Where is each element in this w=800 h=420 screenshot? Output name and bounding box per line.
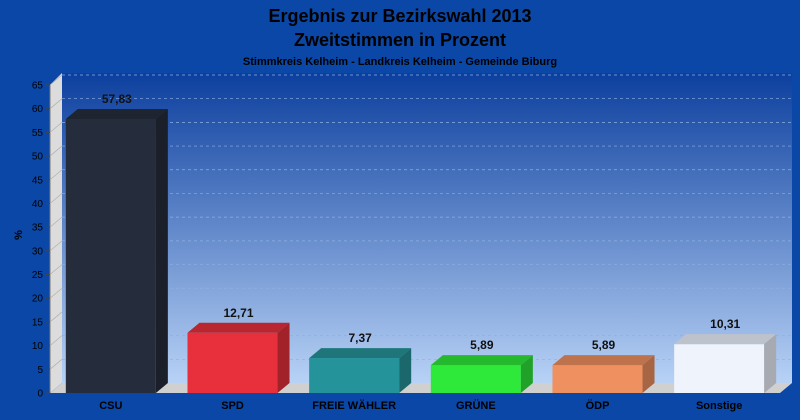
y-tick-label: 30 <box>32 246 44 257</box>
chart-title-line2: Zweitstimmen in Prozent <box>294 30 506 50</box>
bar-front <box>552 365 643 393</box>
x-tick-label: GRÜNE <box>456 399 496 412</box>
bar-front <box>65 118 156 394</box>
x-tick-label: CSU <box>99 400 122 412</box>
gridline-wall <box>49 287 63 299</box>
x-tick-label: ÖDP <box>586 399 610 412</box>
bar-sonstige: 10,31 <box>674 317 777 393</box>
y-tick-label: 5 <box>37 365 43 376</box>
gridline-wall <box>49 311 63 323</box>
bar-side <box>642 355 655 393</box>
chart-title: Ergebnis zur Bezirkswahl 2013 <box>268 6 531 26</box>
bar-front <box>430 365 521 393</box>
bar-front <box>674 344 765 393</box>
bar-side <box>155 108 168 394</box>
gridline-wall <box>49 335 63 346</box>
y-tick-label: 65 <box>32 81 44 92</box>
y-axis-label: % <box>13 230 25 240</box>
y-tick-label: 15 <box>32 317 44 328</box>
bar-ödp: 5,89 <box>552 338 655 393</box>
data-label: 7,37 <box>348 331 372 345</box>
plot-background <box>62 73 792 383</box>
x-tick-label: FREIE WÄHLER <box>312 399 396 412</box>
data-label: 5,89 <box>592 338 616 352</box>
bar-grüne: 5,89 <box>430 338 533 393</box>
bar-csu: 57,83 <box>65 92 168 394</box>
y-tick-label: 10 <box>32 341 44 352</box>
y-tick-label: 0 <box>37 389 43 400</box>
gridline-wall <box>49 145 63 157</box>
chart-subtitle: Stimmkreis Kelheim - Landkreis Kelheim -… <box>243 56 557 68</box>
y-tick-label: 50 <box>32 152 44 163</box>
y-tick-label: 25 <box>32 270 44 281</box>
gridline-wall <box>49 122 63 133</box>
plot-area: 0 5 10 15 20 25 30 35 40 45 50 55 60 65 57,83 12,71 7,3… <box>32 73 792 412</box>
bar-freie-wähler: 7,37 <box>309 331 412 393</box>
data-label: 12,71 <box>223 306 253 320</box>
gridline-wall <box>49 74 63 86</box>
gridline-wall <box>49 98 63 109</box>
data-label: 5,89 <box>470 338 494 352</box>
gridlines <box>49 74 792 370</box>
gridline-wall <box>49 264 63 275</box>
y-tick-label: 55 <box>32 128 44 139</box>
bar-top <box>430 355 533 366</box>
left-wall <box>50 73 62 393</box>
bar-side <box>399 348 412 393</box>
bars: 57,83 12,71 7,37 5,89 5,89 10,31 <box>65 92 777 394</box>
y-tick-label: 35 <box>32 223 44 234</box>
y-tick-label: 45 <box>32 175 44 186</box>
gridline-wall <box>49 359 63 370</box>
y-tick-labels: 0 5 10 15 20 25 30 35 40 45 50 55 60 65 <box>32 81 50 400</box>
gridline-wall <box>49 193 63 204</box>
x-tick-labels: CSU SPD FREIE WÄHLER GRÜNE ÖDP Sonstige <box>99 399 742 412</box>
data-label: 57,83 <box>102 92 132 106</box>
bar-top <box>309 348 412 359</box>
bar-front <box>187 332 278 393</box>
bar-top <box>552 355 655 366</box>
bar-side <box>764 334 777 393</box>
x-tick-label: Sonstige <box>696 400 742 412</box>
gridline-wall <box>49 169 63 181</box>
bar-top <box>187 322 290 333</box>
bar-side <box>277 322 290 393</box>
data-label: 10,31 <box>710 317 740 331</box>
y-tick-label: 40 <box>32 199 44 210</box>
y-tick-label: 60 <box>32 104 44 115</box>
bar-spd: 12,71 <box>187 306 290 393</box>
bar-top <box>65 108 168 119</box>
gridline-wall <box>49 216 63 228</box>
y-tick-label: 20 <box>32 294 44 305</box>
bar-side <box>520 355 533 393</box>
bar-front <box>309 358 400 393</box>
bar-top <box>674 334 777 345</box>
x-tick-label: SPD <box>221 400 244 412</box>
gridline-wall <box>49 240 63 252</box>
